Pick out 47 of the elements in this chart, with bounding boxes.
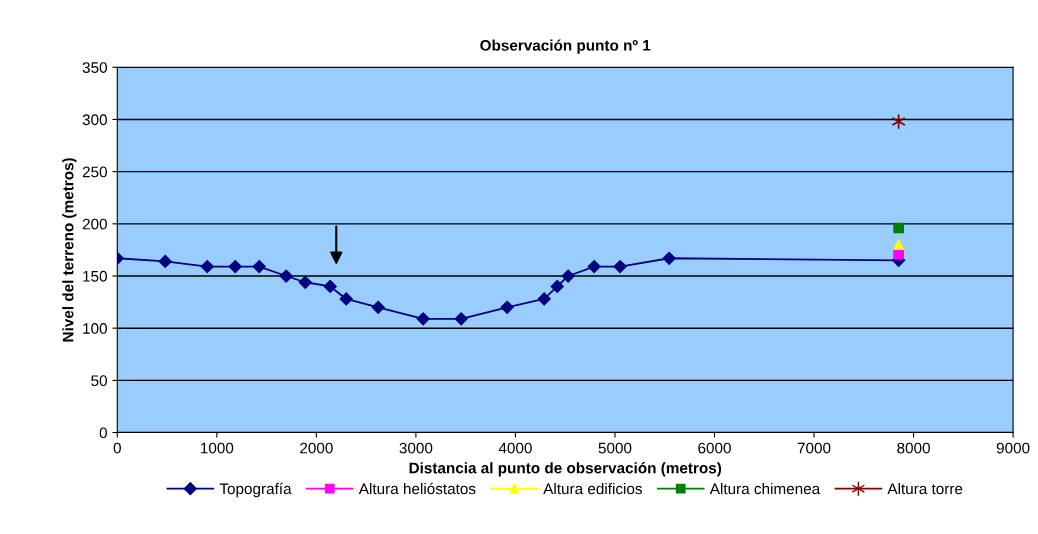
point (561, 269, 575, 283)
point (587, 260, 601, 274)
point (613, 260, 627, 274)
y-axis-title: Nivel del terreno (metros) (62, 158, 77, 342)
x-tick-label: 7000 (797, 442, 831, 454)
x-tick-label: 1000 (201, 442, 234, 454)
point (158, 254, 172, 268)
x-tick-label: 2000 (300, 442, 333, 454)
y-tick-label: 300 (82, 114, 107, 126)
x-axis-title: Distancia al punto de observación (metros) (409, 462, 722, 477)
point (279, 269, 293, 283)
point (550, 279, 564, 294)
point (228, 260, 242, 274)
y-tick-label: 50 (91, 375, 107, 387)
x-tick-label: 8000 (897, 442, 930, 454)
point (892, 114, 906, 129)
legend-label: Altura chimenea (709, 482, 821, 495)
point (662, 251, 676, 265)
point (339, 292, 353, 306)
point (371, 300, 385, 314)
legend-label: Altura torre (887, 482, 963, 495)
point (893, 239, 904, 251)
y-tick-label: 200 (82, 218, 107, 230)
x-tick-label: 6000 (698, 442, 731, 454)
y-tick-label: 100 (83, 323, 107, 334)
point (893, 222, 904, 234)
point (200, 260, 214, 274)
x-tick-label: 9000 (996, 442, 1030, 454)
chart-title: Observación punto nº 1 (480, 39, 651, 54)
x-tick-label: 4000 (498, 442, 532, 454)
point (500, 300, 514, 314)
legend-label: Altura edificios (543, 482, 642, 495)
y-tick-label: 250 (82, 166, 107, 178)
y-tick-label: 0 (99, 427, 107, 439)
point (416, 312, 430, 326)
y-tick-label: 150 (83, 270, 107, 282)
point (323, 279, 337, 294)
point (454, 312, 468, 326)
legend-label: Altura helióstatos (358, 482, 476, 495)
x-tick-label: 5000 (598, 442, 632, 454)
y-tick-label: 350 (82, 62, 107, 73)
point (298, 275, 312, 289)
point (252, 260, 266, 274)
point (537, 292, 551, 306)
legend-label: Topografía (219, 482, 292, 498)
x-tick-label: 3000 (399, 442, 433, 454)
x-tick-label: 0 (113, 442, 121, 454)
